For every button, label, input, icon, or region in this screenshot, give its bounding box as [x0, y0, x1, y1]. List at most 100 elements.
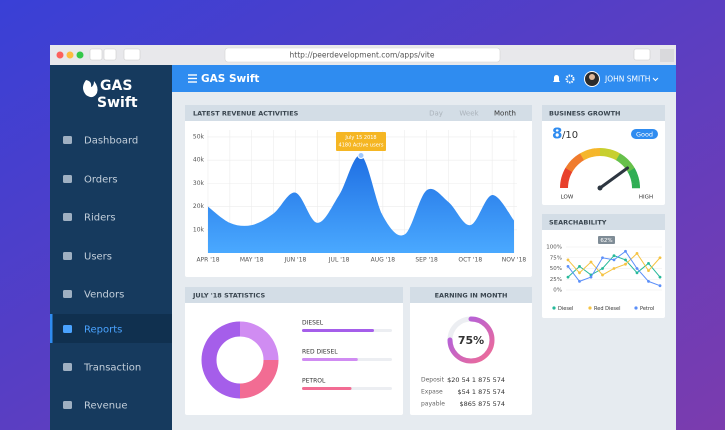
menu-item[interactable]: Reports [84, 325, 122, 336]
point [612, 267, 616, 270]
bell-icon[interactable] [553, 75, 560, 82]
point [647, 280, 650, 283]
legend-label: Red Diesel [594, 306, 620, 312]
y-tick-label: 100% [546, 245, 562, 251]
x-tick-label: JUN '18 [284, 257, 307, 264]
point [589, 275, 593, 279]
menu-icon [63, 213, 72, 221]
point [635, 271, 639, 275]
maximize-button[interactable] [76, 51, 84, 59]
menu-item[interactable]: Orders [84, 175, 118, 186]
settings-icon[interactable] [565, 74, 575, 84]
gauge-needle [598, 166, 630, 190]
menu-item[interactable]: Users [84, 252, 112, 263]
tab[interactable]: Month [494, 110, 516, 118]
x-tick-label: JUL '18 [328, 257, 350, 264]
y-tick-label: 10k [193, 226, 205, 233]
menu-icon [63, 252, 72, 260]
card-title: JULY '18 STATISTICS [192, 292, 266, 300]
gauge-hub [597, 185, 603, 191]
badge [631, 129, 658, 139]
gauge-arc [584, 149, 592, 159]
gauge-arc [580, 150, 589, 161]
point [566, 275, 570, 279]
bar [302, 358, 358, 361]
point [578, 271, 581, 275]
back-button[interactable] [89, 48, 103, 61]
row-label: payable [421, 401, 445, 408]
menu-icon [63, 136, 72, 144]
user-chevron[interactable] [652, 77, 659, 82]
point [589, 260, 593, 264]
point [601, 273, 604, 277]
point [624, 258, 627, 262]
annotation: 62% [600, 238, 612, 244]
y-tick-label: 40k [193, 157, 205, 164]
menu-icon [63, 363, 72, 371]
card-title: LATEST REVENUE ACTIVITIES [193, 110, 299, 118]
legend-label: DIESEL [302, 320, 324, 327]
y-tick-label: 25% [550, 277, 562, 283]
point [612, 254, 616, 257]
gauge-arc [563, 167, 573, 176]
minimize-button[interactable] [66, 51, 74, 59]
row-label: Expase [421, 389, 443, 396]
tab[interactable]: Day [429, 110, 443, 118]
tabs-button[interactable] [633, 48, 651, 61]
point [612, 258, 616, 262]
logo-icon [83, 80, 98, 98]
menu-item[interactable]: Vendors [84, 290, 124, 301]
y-tick-label: 50% [550, 266, 562, 272]
point [658, 284, 662, 288]
close-button[interactable] [56, 51, 64, 59]
url-bar[interactable] [224, 47, 501, 63]
card-title: BUSINESS GROWTH [549, 110, 620, 118]
new-tab-button[interactable] [660, 49, 674, 62]
menu-icon [63, 175, 72, 183]
badge-text: Good [636, 131, 653, 139]
point [566, 258, 570, 262]
menu-toggle[interactable] [188, 74, 197, 83]
x-tick-label: AUG '18 [371, 257, 396, 264]
ring-label: 75% [458, 334, 484, 347]
y-tick-label: 30k [193, 180, 205, 187]
tooltip-text: 4180 Active users [339, 143, 384, 149]
gauge-arc [627, 168, 638, 177]
donut-segment [239, 359, 279, 399]
point [578, 280, 581, 283]
menu-item[interactable]: Transaction [83, 363, 141, 374]
tab[interactable]: Week [459, 110, 479, 118]
gauge-arc [560, 177, 570, 184]
gauge-arc [622, 159, 632, 169]
legend-label: RED DIESEL [302, 349, 338, 356]
row-value: $865 875 574 [460, 400, 506, 408]
gauge-arc [571, 156, 581, 166]
user-name[interactable]: JOHN SMITH [604, 75, 650, 84]
donut-segment [201, 321, 241, 399]
menu-item[interactable]: Revenue [84, 401, 128, 412]
menu-item[interactable]: Dashboard [84, 136, 138, 147]
menu: Dashboard Orders Riders Users Vendors Reports… [50, 136, 172, 412]
point [601, 267, 604, 270]
row-value: $20 54 1 875 574 [447, 376, 505, 384]
card-title: SEARCHABILITY [549, 219, 607, 227]
sidebar [50, 65, 172, 430]
donut-segment [239, 321, 279, 361]
sidebar-button[interactable] [123, 48, 141, 61]
tooltip-date: July 15 2018 [344, 135, 376, 141]
card [410, 287, 532, 415]
gauge-arc [575, 153, 585, 163]
app-title: GAS Swift [201, 73, 259, 85]
x-tick-label: APR '18 [196, 257, 219, 264]
gauge-arc [561, 172, 571, 180]
gauge-arc [589, 148, 597, 158]
legend-label: Diesel [558, 306, 573, 312]
menu-icon [63, 290, 72, 298]
legend-marker [588, 306, 592, 310]
forward-button[interactable] [103, 48, 117, 61]
bar [302, 387, 352, 390]
x-tick-label: MAY '18 [240, 257, 264, 264]
gauge-arc [615, 153, 625, 163]
menu-item[interactable]: Riders [84, 213, 116, 224]
